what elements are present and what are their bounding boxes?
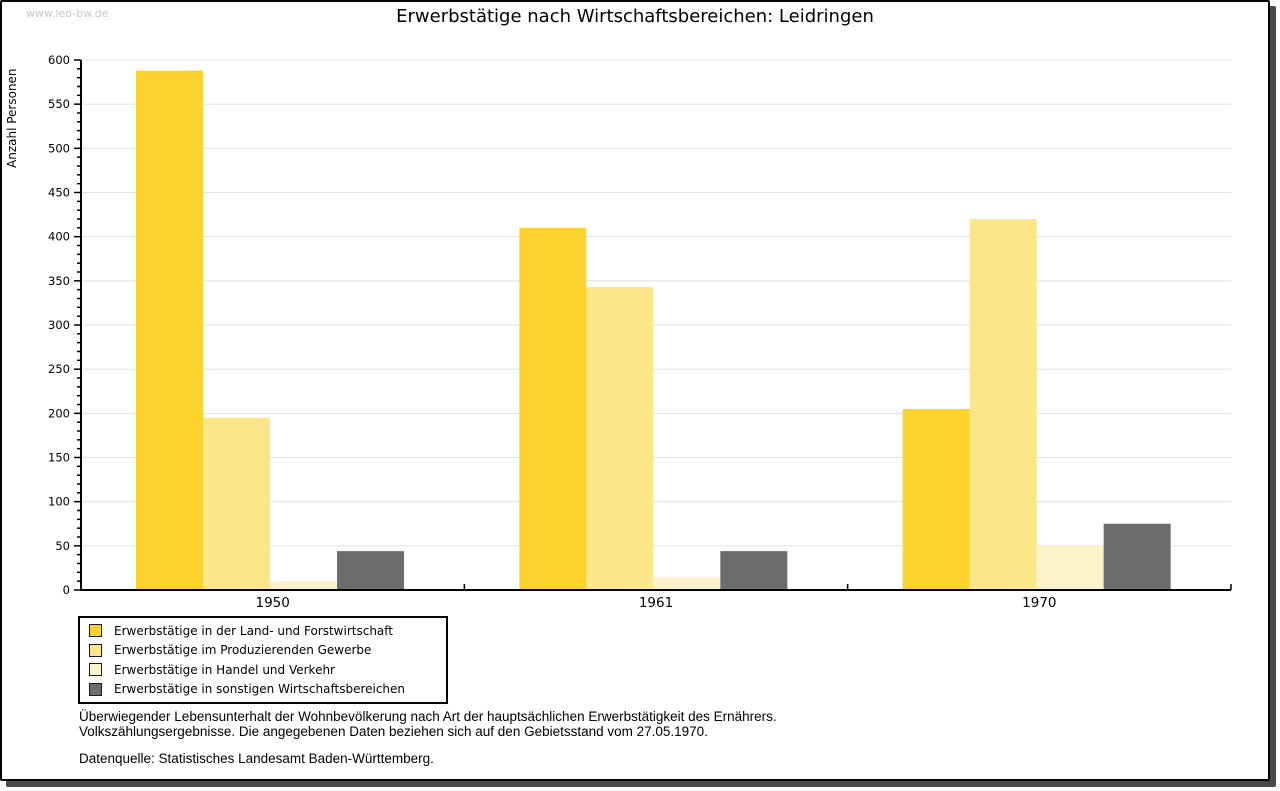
bar-1961-series-1	[519, 227, 587, 591]
bar-1961-series-3	[653, 576, 721, 590]
footnote-line-1: Überwiegender Lebensunterhalt der Wohnbe…	[79, 709, 777, 724]
legend-label-1: Erwerbstätige in der Land- und Forstwirt…	[114, 623, 393, 638]
bar-1970-series-4	[1103, 523, 1171, 590]
legend-swatch-1	[89, 624, 102, 638]
y-tick-label-250: 250	[48, 362, 70, 376]
bar-1961-series-4	[720, 551, 788, 590]
legend-item-3: Erwerbstätige in Handel und Verkehr	[86, 660, 440, 680]
legend-label-3: Erwerbstätige in Handel und Verkehr	[114, 662, 335, 677]
footnote-line-2: Volkszählungsergebnisse. Die angegebenen…	[79, 724, 708, 739]
bar-1950-series-4	[337, 551, 404, 590]
y-axis-title: Anzahl Personen	[5, 68, 19, 168]
footnote: Überwiegender Lebensunterhalt der Wohnbe…	[79, 709, 777, 766]
x-tick-label-1950: 1950	[255, 595, 289, 611]
legend-label-2: Erwerbstätige im Produzierenden Gewerbe	[114, 643, 372, 658]
y-tick-label-450: 450	[48, 186, 70, 200]
y-tick-label-350: 350	[48, 274, 70, 288]
y-tick-label-550: 550	[48, 97, 70, 111]
bar-chart: 1950 1961 1970 0 50 100 150 200 250 300 350 400 450 5…	[5, 53, 1232, 611]
legend-swatch-2	[89, 643, 102, 657]
legend-item-4: Erwerbstätige in sonstigen Wirtschaftsbe…	[86, 680, 440, 700]
legend-item-1: Erwerbstätige in der Land- und Forstwirt…	[86, 621, 440, 641]
y-tick-label-50: 50	[55, 539, 70, 553]
x-tick-label-1961: 1961	[639, 595, 673, 611]
y-tick-label-600: 600	[48, 53, 70, 67]
legend-item-2: Erwerbstätige im Produzierenden Gewerbe	[86, 641, 440, 661]
y-tick-label-0: 0	[63, 583, 70, 597]
chart-title: Erwerbstätige nach Wirtschaftsbereichen:…	[396, 6, 874, 27]
legend-swatch-3	[89, 663, 102, 677]
legend-swatch-4	[89, 682, 102, 696]
bar-1970-series-3	[1036, 544, 1104, 590]
bar-1970-series-1	[902, 408, 970, 590]
y-tick-label-200: 200	[48, 406, 70, 420]
watermark-leo-bw: www.leo-bw.de	[26, 7, 109, 20]
bar-1961-series-2	[586, 287, 654, 590]
bar-1950-series-2	[203, 417, 270, 590]
bar-1970-series-2	[969, 219, 1037, 590]
data-source: Datenquelle: Statistisches Landesamt Bad…	[79, 751, 434, 766]
bar-1950-series-3	[270, 581, 337, 590]
x-tick-label-1970: 1970	[1022, 595, 1056, 611]
legend-label-4: Erwerbstätige in sonstigen Wirtschaftsbe…	[114, 682, 406, 697]
y-tick-label-500: 500	[48, 141, 70, 155]
chart-frame: www.leo-bw.de Erwerbstätige nach Wirtsch…	[0, 0, 1270, 781]
y-tick-label-300: 300	[48, 318, 70, 332]
legend: Erwerbstätige in der Land- und Forstwirt…	[78, 616, 448, 704]
bar-1950-series-1	[136, 70, 203, 591]
y-tick-label-150: 150	[48, 451, 70, 465]
y-tick-label-400: 400	[48, 230, 70, 244]
y-tick-label-100: 100	[48, 495, 70, 509]
